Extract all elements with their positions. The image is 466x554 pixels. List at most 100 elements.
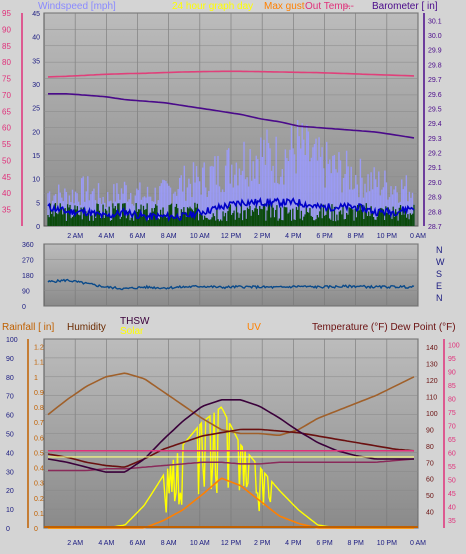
x-tick-label-bottom: 8 AM [161,540,177,547]
chart-title: 24 hour graph day [172,1,253,12]
left-inner-tick-label: 35 [32,58,40,65]
x-tick-label-top: 0 AM [410,233,426,240]
x-tick-label-bottom: 10 PM [377,540,397,547]
left-axis-tick-label: 35 [2,206,11,215]
right-axis-tick-label: 29.6 [428,92,442,99]
rain-tick-label: 0.2 [34,496,44,503]
left-axis-tick-label: 90 [2,25,11,34]
left-inner-tick-label: 20 [32,129,40,136]
x-tick-label-top: 8 PM [347,233,364,240]
left-axis-tick-label: 75 [2,75,11,84]
dewpoint-tick-label: 80 [448,396,456,403]
left-inner-tick-label: 5 [36,200,40,207]
x-tick-label-bottom: 2 AM [67,540,83,547]
humidity-tick-label: 30 [6,469,14,476]
dewpoint-tick-label: 100 [448,342,460,349]
humidity-tick-label: 90 [6,356,14,363]
right-axis-tick-label: 29.8 [428,62,442,69]
left-axis-tick-label: 85 [2,42,11,51]
direction-tick-label: 360 [22,242,34,249]
rain-tick-label: 0.1 [34,511,44,518]
direction-tick-label: 180 [22,273,34,280]
dewpoint-tick-label: 35 [448,518,456,525]
humidity-tick-label: 100 [6,337,18,344]
compass-label: E [436,281,442,291]
rain-tick-label: 1.1 [34,360,44,367]
temperature-tick-label: 70 [426,460,434,467]
temperature-tick-label: 130 [426,362,438,369]
left-inner-tick-label: 30 [32,82,40,89]
dewpoint-tick-label: 55 [448,464,456,471]
rain-tick-label: 0.7 [34,420,44,427]
humidity-tick-label: 0 [6,526,10,533]
rain-tick-label: 0.4 [34,466,44,473]
dewpoint-tick-label: 95 [448,356,456,363]
humidity-tick-label: 20 [6,488,14,495]
temperature-tick-label: 40 [426,510,434,517]
uv-label: UV [247,322,261,333]
direction-tick-label: 90 [22,289,30,296]
dashes-label: --- [344,1,354,12]
outside-temp-label: Out Temp. [305,1,351,12]
right-axis-tick-label: 29.9 [428,48,442,55]
temperature-tick-label: 90 [426,427,434,434]
x-tick-label-bottom: 10 AM [190,540,210,547]
left-inner-tick-label: 25 [32,106,40,113]
solar-label: Solar [120,326,144,337]
humidity-label: Humidity [67,322,106,333]
right-axis-tick-label: 29.0 [428,180,442,187]
x-tick-label-bottom: 0 AM [410,540,426,547]
left-axis-tick-label: 80 [2,58,11,67]
right-axis-tick-label: 29.5 [428,106,442,113]
thsw-label: THSW [120,316,150,327]
humidity-tick-label: 40 [6,450,14,457]
x-tick-label-top: 10 AM [190,233,210,240]
x-tick-label-bottom: 4 PM [285,540,302,547]
direction-tick-label: 270 [22,258,34,265]
left-inner-tick-label: 40 [32,35,40,42]
x-tick-label-top: 12 PM [221,233,241,240]
rain-tick-label: 1 [34,375,38,382]
dewpoint-tick-label: 60 [448,450,456,457]
left-axis-tick-label: 45 [2,173,11,182]
x-tick-label-bottom: 2 PM [254,540,271,547]
x-tick-label-top: 2 PM [254,233,271,240]
thsw-line [47,399,414,473]
right-axis-tick-label: 28.8 [428,209,442,216]
windspeed-label: Windspeed [mph] [38,1,116,12]
humidity-tick-label: 60 [6,413,14,420]
dew-point-line [48,458,415,472]
rain-tick-label: 0.6 [34,435,44,442]
left-inner-tick-label: 0 [36,224,40,231]
dewpoint-tick-label: 45 [448,491,456,498]
dewpoint-tick-label: 75 [448,410,456,417]
right-axis-tick-label: 29.2 [428,151,442,158]
dewpoint-tick-label: 40 [448,504,456,511]
x-tick-label-top: 4 AM [98,233,114,240]
temperature-tick-label: 50 [426,493,434,500]
left-inner-tick-label: 10 [32,177,40,184]
right-axis-tick-label: 29.4 [428,121,442,128]
compass-label: W [436,257,445,267]
x-tick-label-top: 4 PM [285,233,302,240]
right-axis-tick-label: 28.7 [428,224,442,231]
humidity-tick-label: 70 [6,394,14,401]
compass-label: S [436,269,442,279]
right-axis-tick-label: 30.0 [428,33,442,40]
temperature-tick-label: 60 [426,477,434,484]
compass-label: N [436,245,443,255]
temperature-tick-label: 140 [426,345,438,352]
x-tick-label-top: 10 PM [377,233,397,240]
rain-tick-label: 0.5 [34,450,44,457]
barometer-label: Barometer [ in] [372,1,438,12]
x-tick-label-top: 8 AM [161,233,177,240]
dewpoint-tick-label: 85 [448,383,456,390]
temperature-label: Temperature (°F) Dew Point (°F) [312,322,456,333]
x-tick-label-bottom: 6 AM [130,540,146,547]
dewpoint-tick-label: 90 [448,369,456,376]
x-tick-label-top: 6 PM [316,233,333,240]
avg-wind-line [47,196,415,223]
x-tick-label-top: 6 AM [130,233,146,240]
outside-temp-line [47,70,415,78]
